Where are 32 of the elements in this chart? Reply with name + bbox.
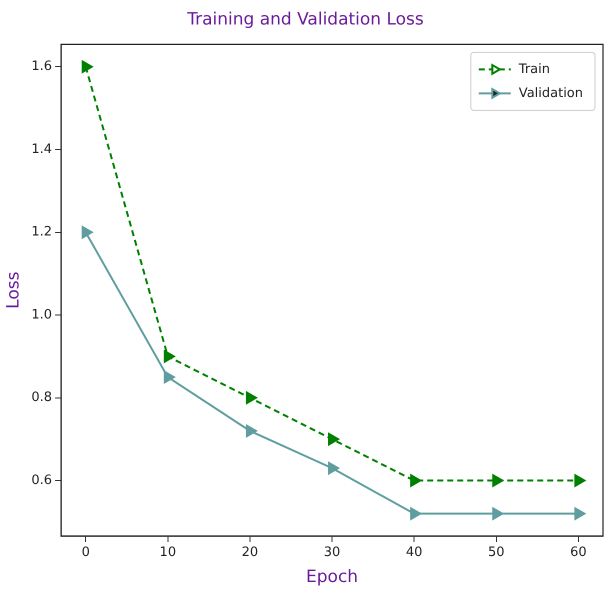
point bbox=[246, 392, 257, 404]
y-tick-label: 1.6 bbox=[31, 59, 52, 74]
y-tick-label: 0.8 bbox=[31, 390, 52, 406]
point bbox=[82, 60, 93, 73]
point bbox=[574, 507, 586, 520]
point bbox=[328, 432, 340, 446]
x-axis-title: Epoch bbox=[306, 567, 358, 588]
x-tick-label: 0 bbox=[82, 545, 90, 560]
point bbox=[574, 474, 586, 487]
point bbox=[492, 507, 504, 520]
chart-title: Training and Validation Loss bbox=[186, 10, 424, 30]
point bbox=[164, 350, 175, 363]
y-tick-label: 1.0 bbox=[31, 307, 52, 322]
legend-label: Validation bbox=[518, 86, 584, 101]
point bbox=[410, 474, 422, 487]
x-tick-label: 50 bbox=[488, 545, 505, 560]
x-tick-label: 10 bbox=[160, 545, 176, 560]
x-tick-label: 60 bbox=[570, 545, 587, 560]
x-tick-label: 20 bbox=[242, 545, 258, 560]
y-tick-label: 1.2 bbox=[31, 224, 52, 240]
point bbox=[246, 424, 257, 438]
point bbox=[82, 226, 93, 238]
y-tick-label: 0.6 bbox=[31, 472, 52, 488]
point bbox=[492, 474, 504, 487]
y-tick-label: 1.4 bbox=[31, 142, 52, 157]
x-tick-label: 30 bbox=[324, 545, 340, 560]
point bbox=[410, 507, 422, 520]
legend-label: Train bbox=[518, 62, 550, 77]
point bbox=[164, 370, 175, 384]
point bbox=[328, 462, 340, 474]
x-tick-label: 40 bbox=[406, 545, 422, 560]
y-axis-title: Loss bbox=[4, 271, 24, 309]
